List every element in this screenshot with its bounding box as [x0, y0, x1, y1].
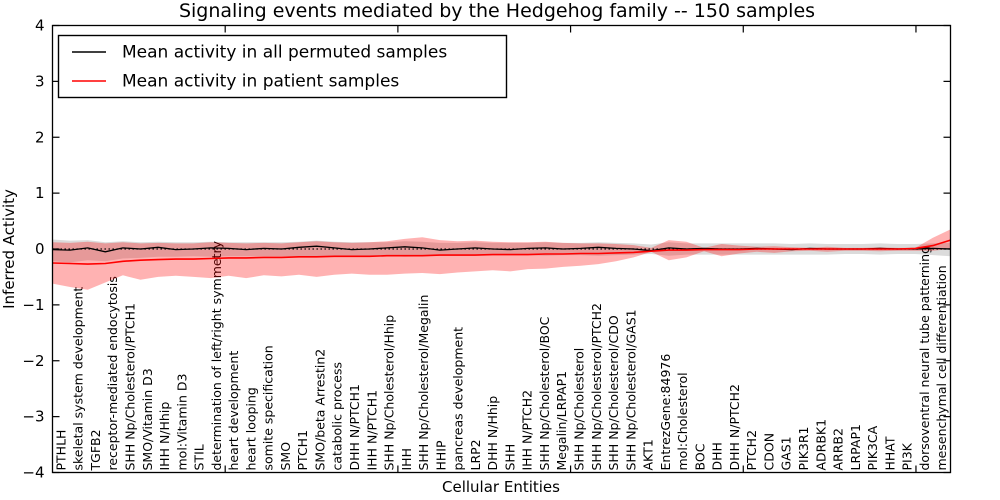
category-label: SHH — [502, 444, 517, 471]
category-label: AKT1 — [641, 439, 656, 470]
category-label: PTCH2 — [744, 430, 759, 471]
y-tick-label: −3 — [22, 408, 44, 426]
category-label: DHH — [710, 442, 725, 470]
category-label: TGFB2 — [88, 429, 103, 471]
category-label: SHH Np/Cholesterol/BOC — [537, 316, 552, 470]
category-label: IHH N/PTCH1 — [364, 390, 379, 471]
category-label: SHH Np/Cholesterol/GAS1 — [623, 309, 638, 470]
category-label: skeletal system development — [71, 287, 86, 471]
category-label: STIL — [192, 444, 207, 470]
category-label: PIK3CA — [865, 425, 880, 470]
category-label: mol:Cholesterol — [675, 372, 690, 470]
confidence-band — [52, 239, 951, 263]
category-label: SHH Np/Cholesterol/CDO — [606, 315, 621, 470]
chart-title: Signaling events mediated by the Hedgeho… — [179, 0, 815, 22]
confidence-band — [52, 229, 951, 290]
y-tick-label: −2 — [22, 352, 44, 370]
category-label: SMO/beta Arrestin2 — [313, 349, 328, 471]
category-label: mesenchymal cell differentiation — [934, 265, 949, 470]
category-label: DHH N/PTCH2 — [727, 384, 742, 470]
y-tick-label: −1 — [22, 296, 44, 314]
category-label: LRPAP1 — [848, 424, 863, 470]
category-label: IHH — [399, 448, 414, 471]
category-label: somite specification — [261, 345, 276, 470]
category-label: ADRBK1 — [813, 419, 828, 471]
category-label: PI3K — [900, 442, 915, 470]
category-label: HHAT — [882, 436, 897, 470]
category-label: HHIP — [433, 440, 448, 470]
y-tick-label: 1 — [35, 184, 45, 202]
patient-mean-line — [52, 239, 951, 265]
plot-layer: PTHLH skeletal system development TGFB2 rec… — [22, 17, 951, 482]
category-label: dorsoventral neural tube patterning — [917, 246, 932, 471]
y-tick-label: 3 — [35, 72, 45, 90]
category-label: SMO/Vitamin D3 — [140, 368, 155, 470]
category-label: PTHLH — [53, 430, 68, 471]
category-label: SMO — [278, 442, 293, 471]
y-axis-label: Inferred Activity — [0, 189, 18, 309]
category-label: GAS1 — [779, 436, 794, 470]
category-label: heart looping — [243, 387, 258, 470]
y-tick-label: 4 — [35, 17, 45, 35]
category-label: pancreas development — [451, 327, 466, 471]
category-label: SHH Np/Cholesterol/Hhip — [382, 315, 397, 471]
category-label: IHH N/PTCH2 — [520, 390, 535, 471]
category-label: SHH Np/Cholesterol/PTCH2 — [589, 303, 604, 471]
x-axis-label: Cellular Entities — [442, 478, 560, 496]
y-tick-label: 0 — [35, 240, 45, 258]
category-label: LRP2 — [468, 439, 483, 470]
category-label: mol:Vitamin D3 — [174, 374, 189, 471]
legend: Mean activity in all permuted samples Me… — [57, 34, 508, 99]
category-label: catabolic process — [330, 362, 345, 471]
y-tick-label: 2 — [35, 128, 45, 146]
legend-label-permuted: Mean activity in all permuted samples — [122, 43, 447, 63]
category-label: DHH N/PTCH1 — [347, 384, 362, 470]
category-label: DHH N/Hhip — [485, 396, 500, 471]
legend-label-patient: Mean activity in patient samples — [122, 72, 399, 92]
category-label: SHH Np/Cholesterol/Megalin — [416, 295, 431, 471]
category-label: SHH Np/Cholesterol/PTCH1 — [123, 303, 138, 471]
category-label: CDON — [762, 433, 777, 471]
category-label: BOC — [692, 443, 707, 470]
category-label: determination of left/right symmetry — [209, 240, 224, 470]
category-label: IHH N/Hhip — [157, 402, 172, 471]
category-label: Megalin/LRPAP1 — [554, 371, 569, 471]
category-label: PIK3R1 — [796, 426, 811, 470]
category-label: receptor-mediated endocytosis — [105, 276, 120, 470]
y-tick-label: −4 — [22, 464, 44, 482]
legend-box — [57, 34, 508, 99]
category-label: heart development — [226, 351, 241, 471]
category-label: EntrezGene:84976 — [658, 354, 673, 471]
category-label: SHH Np/Cholesterol — [572, 348, 587, 471]
plot-border — [51, 24, 952, 474]
category-label: ARRB2 — [831, 428, 846, 470]
category-label: PTCH1 — [295, 430, 310, 471]
